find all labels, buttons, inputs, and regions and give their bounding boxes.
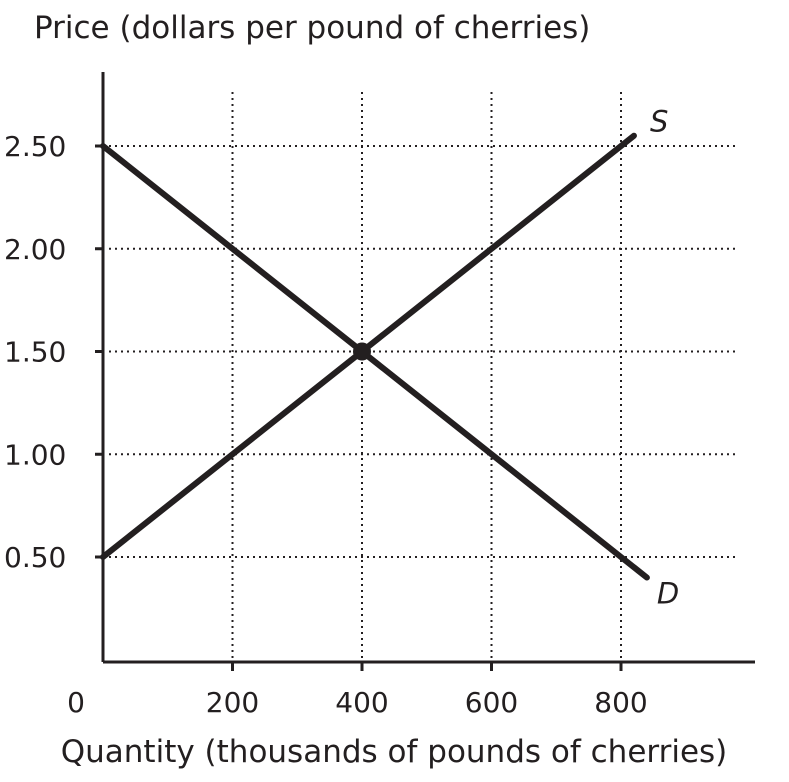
- x-tick-label: 400: [335, 686, 388, 719]
- equilibrium-point: [353, 342, 371, 361]
- y-tick-label: 0.50: [4, 541, 66, 574]
- curves: SD: [100, 105, 679, 611]
- ticks: 0.50 1.00 1.50 2.00 2.50 200 400 600 800: [4, 130, 648, 719]
- x-axis-title: Quantity (thousands of pounds of cherrie…: [61, 734, 728, 770]
- curve-label-d: D: [657, 577, 679, 611]
- y-tick-label: 1.00: [4, 438, 66, 471]
- equilibrium-points: [353, 342, 371, 361]
- y-axis-title: Price (dollars per pound of cherries): [34, 10, 590, 46]
- curve-label-s: S: [650, 105, 668, 139]
- x-tick-label: 200: [206, 686, 259, 719]
- axes: [101, 72, 755, 664]
- origin-label: 0: [67, 686, 85, 719]
- x-tick-label: 800: [594, 686, 647, 719]
- x-tick-label: 600: [465, 686, 518, 719]
- curve-d: [100, 143, 650, 581]
- y-tick-label: 1.50: [4, 336, 66, 369]
- y-tick-label: 2.50: [4, 130, 66, 163]
- gridlines: [109, 92, 738, 658]
- y-tick-label: 2.00: [4, 233, 66, 266]
